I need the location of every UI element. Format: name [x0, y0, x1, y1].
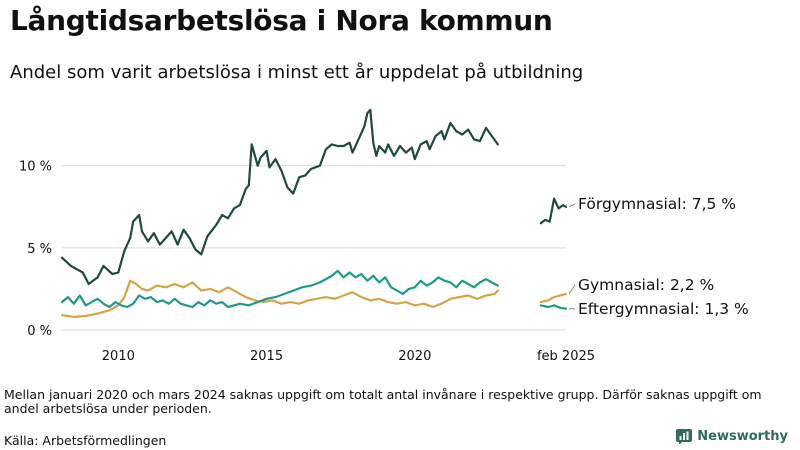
- x-tick-label-2020: 2020: [398, 349, 431, 364]
- series-label-f-rgymnasial: Förgymnasial: 7,5 %: [578, 195, 736, 213]
- footnote: Mellan januari 2020 och mars 2024 saknas…: [4, 387, 762, 416]
- x-tick-label-2010: 2010: [102, 349, 135, 364]
- newsworthy-logo-icon: [676, 429, 693, 444]
- series-line-f-rgymnasial-1: [539, 197, 568, 225]
- series-line-f-rgymnasial-0: [60, 108, 499, 286]
- brand-name: Newsworthy: [697, 428, 788, 444]
- y-tick-label-5: 5 %: [27, 242, 52, 257]
- y-tick-label-10: 10 %: [19, 160, 52, 175]
- series-lines: [60, 108, 568, 318]
- line-chart: Förgymnasial: 7,5 % Gymnasial: 2,2 % Efter…: [19, 108, 749, 364]
- x-tick-label-2015: 2015: [250, 349, 283, 364]
- label-connector-f-rgymnasial: [568, 203, 576, 208]
- series-label-gymnasial: Gymnasial: 2,2 %: [578, 276, 714, 294]
- series-line-eftergymnasial-1: [539, 304, 568, 310]
- y-tick-label-0: 0 %: [27, 324, 52, 339]
- series-line-gymnasial-0: [60, 279, 499, 318]
- x-axis-ticks: 2010 2015 2020 feb 2025: [102, 349, 595, 364]
- series-labels: Förgymnasial: 7,5 % Gymnasial: 2,2 % Efter…: [568, 195, 749, 318]
- y-axis-ticks: 0 % 5 % 10 %: [19, 160, 52, 339]
- series-line-eftergymnasial-0: [60, 269, 499, 309]
- brand-logo: Newsworthy: [676, 428, 788, 444]
- x-tick-label-feb-2025: feb 2025: [537, 349, 595, 364]
- label-connector-gymnasial: [568, 284, 576, 295]
- source-note: Källa: Arbetsförmedlingen: [4, 433, 167, 448]
- series-line-gymnasial-1: [539, 292, 568, 304]
- chart-subtitle: Andel som varit arbetslösa i minst ett å…: [10, 62, 584, 83]
- chart-title: Långtidsarbetslösa i Nora kommun: [10, 4, 553, 37]
- gridlines: [62, 165, 566, 331]
- series-label-eftergymnasial: Eftergymnasial: 1,3 %: [578, 300, 749, 318]
